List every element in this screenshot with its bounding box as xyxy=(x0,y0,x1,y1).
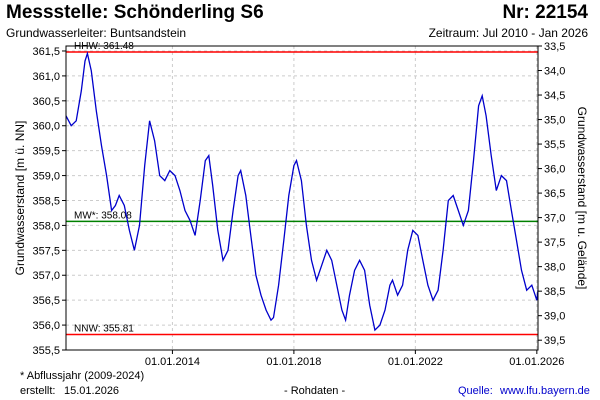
source-link[interactable]: www.lfu.bayern.de xyxy=(500,385,590,397)
y-tick-label-right: 37,5 xyxy=(544,237,565,249)
station-number: Nr: 22154 xyxy=(502,2,588,23)
reference-label-nnw: NNW: 355.81 xyxy=(74,324,134,335)
source-label: Quelle: xyxy=(458,385,493,397)
y-tick-label-right: 38,5 xyxy=(544,286,565,298)
y-tick-label-left: 357,0 xyxy=(32,270,60,282)
x-tick-label: 01.01.2022 xyxy=(388,356,443,368)
created-label: erstellt: xyxy=(20,385,56,397)
y-axis-label-left: Grundwasserstand [m ü. NN] xyxy=(13,121,27,276)
series-line xyxy=(65,51,539,332)
reference-label-mw: MW*: 358.08 xyxy=(74,210,132,221)
aquifer-label: Grundwasserleiter: Buntsandstein xyxy=(6,26,187,40)
y-tick-label-left: 356,0 xyxy=(32,320,60,332)
y-tick-label-left: 361,0 xyxy=(32,71,60,83)
y-tick-label-right: 34,5 xyxy=(544,90,565,102)
y-tick-label-right: 33,5 xyxy=(544,41,565,53)
x-tick-label: 01.01.2018 xyxy=(266,356,321,368)
created-date: 15.01.2026 xyxy=(64,385,120,397)
y-tick-label-left: 360,0 xyxy=(32,121,60,133)
footnote: * Abflussjahr (2009-2024) xyxy=(20,370,145,382)
y-axis-label-right: Grundwasserstand [m u. Gelände] xyxy=(575,107,589,290)
data-status: - Rohdaten - xyxy=(284,385,346,397)
axis-ticks: 355,5 356,0 356,5 357,0 357,5 358,0 358,5 359,0… xyxy=(32,41,565,368)
plot-frame xyxy=(65,45,539,351)
y-tick-label-left: 358,0 xyxy=(32,220,60,232)
y-tick-label-left: 356,5 xyxy=(32,295,60,307)
y-tick-label-right: 34,0 xyxy=(544,66,565,78)
y-tick-label-right: 35,5 xyxy=(544,139,565,151)
period-label: Zeitraum: Jul 2010 - Jan 2026 xyxy=(428,26,588,40)
x-tick-label: 01.01.2014 xyxy=(145,356,200,368)
y-tick-label-right: 38,0 xyxy=(544,262,565,274)
y-tick-label-right: 36,0 xyxy=(544,164,565,176)
y-tick-label-left: 355,5 xyxy=(32,345,60,357)
y-tick-label-right: 36,5 xyxy=(544,188,565,200)
y-tick-label-left: 359,5 xyxy=(32,146,60,158)
y-tick-label-right: 39,0 xyxy=(544,311,565,323)
y-tick-label-left: 361,5 xyxy=(32,46,60,58)
y-tick-label-left: 357,5 xyxy=(32,245,60,257)
station-title: Messstelle: Schönderling S6 xyxy=(6,2,264,23)
y-tick-label-left: 358,5 xyxy=(32,195,60,207)
y-tick-label-left: 359,0 xyxy=(32,171,60,183)
grid-lines xyxy=(66,46,538,351)
y-tick-label-right: 39,5 xyxy=(544,335,565,347)
y-tick-label-left: 360,5 xyxy=(32,96,60,108)
x-tick-label: 01.01.2026 xyxy=(509,356,564,368)
y-tick-label-right: 35,0 xyxy=(544,115,565,127)
y-tick-label-right: 37,0 xyxy=(544,213,565,225)
